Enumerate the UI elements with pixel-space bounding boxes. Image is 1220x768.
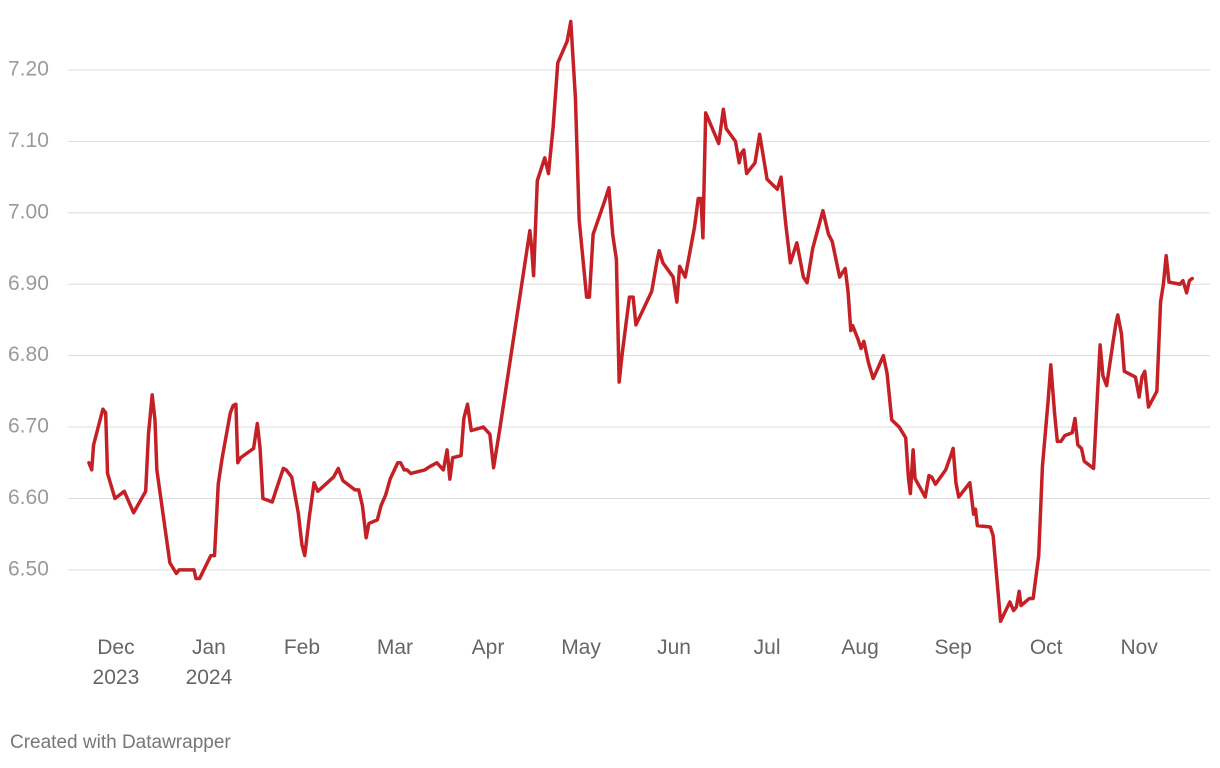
y-tick-label: 6.50 <box>8 557 49 580</box>
y-tick-label: 6.70 <box>8 415 49 438</box>
x-tick-label: Aug <box>841 636 879 659</box>
x-tick-label: May <box>561 636 601 659</box>
x-tick-label: Sep <box>934 636 972 659</box>
x-tick-label: Jun <box>657 636 691 659</box>
y-tick-label: 6.60 <box>8 486 49 509</box>
y-tick-label: 6.80 <box>8 343 49 366</box>
x-tick-label: Apr <box>471 636 505 659</box>
y-tick-label: 7.20 <box>8 58 49 81</box>
data-line <box>87 19 1194 624</box>
footer: Created with Datawrapper <box>10 732 231 753</box>
x-tick-label: Feb <box>283 636 321 659</box>
x-tick-label: Dec 2023 <box>92 636 140 689</box>
y-tick-label: 7.10 <box>8 129 49 152</box>
y-tick-label: 6.90 <box>8 272 49 295</box>
x-tick-label: Nov <box>1120 636 1158 659</box>
x-tick-label: Jan 2024 <box>185 636 233 689</box>
x-tick-label: Mar <box>376 636 414 659</box>
x-tick-label: Oct <box>1029 636 1063 659</box>
y-tick-label: 7.00 <box>8 200 49 223</box>
x-tick-label: Jul <box>753 636 781 659</box>
